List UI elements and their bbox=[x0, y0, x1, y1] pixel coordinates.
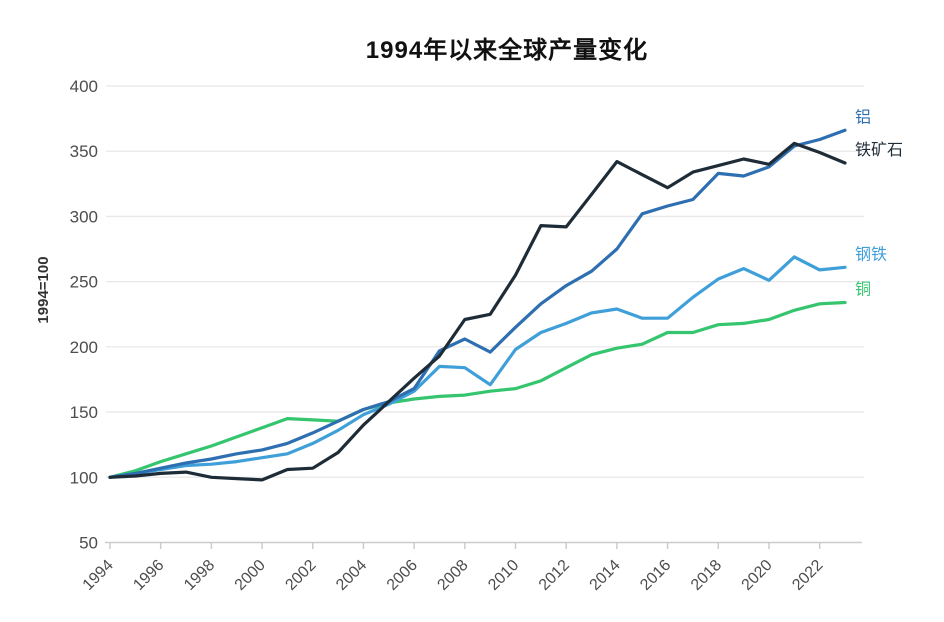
y-tick-label-350: 350 bbox=[70, 142, 98, 161]
series-line-铜 bbox=[108, 300, 847, 479]
x-tick-label-2006: 2006 bbox=[384, 557, 421, 594]
x-tick-label-2012: 2012 bbox=[536, 557, 573, 594]
legend-label-钢铁: 钢铁 bbox=[855, 245, 887, 263]
x-tick-label-2014: 2014 bbox=[587, 557, 624, 594]
legend-label-铁矿石: 铁矿石 bbox=[855, 141, 903, 159]
x-tick-label-2008: 2008 bbox=[434, 557, 471, 594]
series-line-铁矿石 bbox=[108, 141, 847, 482]
x-tick-label-2022: 2022 bbox=[789, 557, 826, 594]
y-tick-label-200: 200 bbox=[70, 338, 98, 357]
chart-title: 1994年以来全球产量变化 bbox=[365, 37, 649, 64]
y-tick-label-300: 300 bbox=[70, 207, 98, 226]
y-tick-label-400: 400 bbox=[70, 77, 98, 96]
series-line-钢铁 bbox=[108, 255, 847, 479]
y-tick-label-100: 100 bbox=[70, 468, 98, 487]
y-tick-label-150: 150 bbox=[70, 403, 98, 422]
x-tick-label-2002: 2002 bbox=[282, 557, 319, 594]
series-line-铝 bbox=[108, 128, 847, 479]
x-tick-label-2020: 2020 bbox=[739, 557, 776, 594]
x-tick-label-2010: 2010 bbox=[485, 557, 522, 594]
x-tick-label-2000: 2000 bbox=[232, 557, 269, 594]
y-tick-label-250: 250 bbox=[70, 273, 98, 292]
x-tick-label-2018: 2018 bbox=[688, 557, 725, 594]
x-tick-label-2016: 2016 bbox=[637, 557, 674, 594]
y-axis-label: 1994=100 bbox=[35, 256, 52, 323]
x-tick-label-1996: 1996 bbox=[130, 557, 167, 594]
legend-label-铜: 铜 bbox=[855, 281, 871, 299]
x-tick-label-1994: 1994 bbox=[80, 557, 117, 594]
y-tick-label-50: 50 bbox=[79, 534, 98, 553]
x-tick-label-1998: 1998 bbox=[181, 557, 218, 594]
legend-label-铝: 铝 bbox=[855, 108, 871, 126]
x-tick-label-2004: 2004 bbox=[333, 557, 370, 594]
